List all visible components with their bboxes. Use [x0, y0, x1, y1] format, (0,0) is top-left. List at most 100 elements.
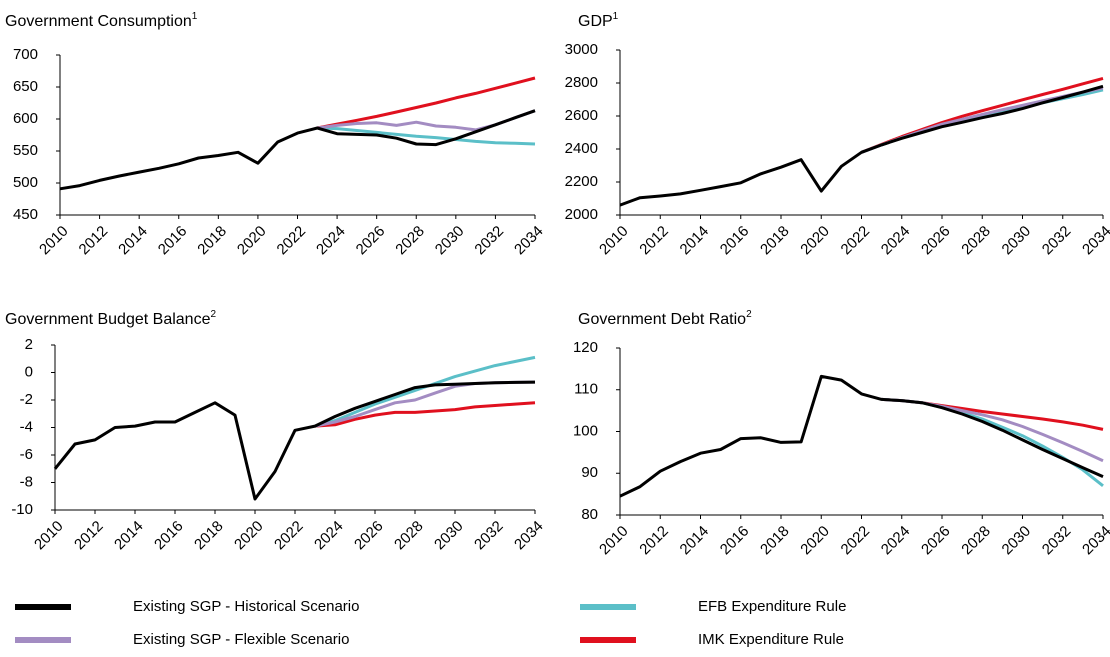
x-tick-label: 2022: [274, 223, 310, 259]
y-tick-label: 110: [574, 381, 598, 398]
x-tick-label: 2016: [155, 223, 191, 259]
x-tick-label: 2032: [471, 518, 507, 554]
series-line: [619, 84, 1104, 207]
series-line: [317, 76, 536, 130]
chart-title: Government Budget Balance2: [5, 309, 216, 329]
series-line: [860, 88, 1104, 154]
title-footnote: 2: [210, 309, 216, 320]
x-tick-label: 2010: [596, 523, 632, 559]
x-tick-label: 2014: [677, 223, 713, 259]
legend-swatch: [15, 604, 71, 610]
x-tick-label: 2034: [1079, 523, 1110, 559]
series-line: [317, 126, 536, 146]
x-tick-label: 2012: [636, 223, 672, 259]
x-tick-label: 2030: [431, 518, 467, 554]
series-line: [314, 355, 536, 428]
x-tick-label: 2026: [918, 523, 954, 559]
x-tick-label: 2012: [76, 223, 112, 259]
x-tick-label: 2034: [511, 223, 547, 259]
title-text: GDP: [578, 13, 613, 30]
legend-label: EFB Expenditure Rule: [698, 598, 846, 615]
y-tick-label: 3000: [565, 41, 598, 58]
x-tick-label: 2016: [717, 223, 753, 259]
x-tick-label: 2020: [797, 223, 833, 259]
x-tick-label: 2018: [191, 518, 227, 554]
x-tick-label: 2018: [757, 223, 793, 259]
y-tick-label: 120: [573, 339, 598, 356]
y-tick-label: -8: [20, 473, 33, 490]
title-footnote: 2: [746, 309, 752, 320]
x-tick-label: 2030: [999, 523, 1035, 559]
x-tick-label: 2014: [677, 523, 713, 559]
x-tick-label: 2018: [757, 523, 793, 559]
x-tick-label: 2010: [31, 518, 67, 554]
legend-swatch: [15, 637, 71, 643]
x-tick-label: 2014: [115, 223, 151, 259]
x-tick-label: 2012: [71, 518, 107, 554]
legend-swatch: [580, 604, 636, 610]
legend-label: Existing SGP - Flexible Scenario: [133, 631, 349, 648]
y-tick-label: 700: [13, 46, 38, 63]
x-tick-label: 2024: [311, 518, 347, 554]
y-tick-label: 2200: [565, 173, 598, 190]
x-tick-label: 2010: [36, 223, 72, 259]
series-line: [619, 374, 1104, 498]
y-tick-label: 500: [13, 174, 38, 191]
x-tick-label: 2034: [1079, 223, 1110, 259]
y-tick-label: 2400: [565, 140, 598, 157]
y-tick-label: 2: [25, 336, 33, 353]
x-tick-label: 2020: [797, 523, 833, 559]
y-tick-label: 550: [13, 142, 38, 159]
y-tick-label: 2000: [565, 206, 598, 223]
chart-title: GDP1: [578, 11, 619, 31]
x-tick-label: 2010: [596, 223, 632, 259]
title-footnote: 1: [613, 11, 619, 22]
y-tick-label: 600: [13, 110, 38, 127]
x-tick-label: 2034: [511, 518, 547, 554]
x-tick-label: 2020: [231, 518, 267, 554]
y-tick-label: -2: [20, 391, 33, 408]
x-tick-label: 2028: [392, 223, 428, 259]
y-tick-label: 80: [581, 506, 598, 523]
y-tick-label: 2600: [565, 107, 598, 124]
y-tick-label: -6: [20, 446, 33, 463]
x-tick-label: 2022: [838, 223, 874, 259]
x-tick-label: 2028: [958, 523, 994, 559]
x-tick-label: 2024: [313, 223, 349, 259]
x-tick-label: 2030: [999, 223, 1035, 259]
y-tick-label: 650: [13, 78, 38, 95]
series-line: [881, 397, 1104, 463]
legend-label: Existing SGP - Historical Scenario: [133, 598, 359, 615]
chart-title: Government Consumption1: [5, 11, 198, 31]
x-tick-label: 2024: [878, 523, 914, 559]
y-tick-label: -10: [11, 501, 33, 518]
legend-label: IMK Expenditure Rule: [698, 631, 844, 648]
title-text: Government Consumption: [5, 13, 192, 30]
chart-title: Government Debt Ratio2: [578, 309, 752, 329]
y-tick-label: 450: [13, 206, 38, 223]
x-tick-label: 2026: [353, 223, 389, 259]
y-tick-label: 90: [581, 464, 598, 481]
y-tick-label: 2800: [565, 74, 598, 91]
x-tick-label: 2022: [271, 518, 307, 554]
x-tick-label: 2028: [391, 518, 427, 554]
x-tick-label: 2028: [958, 223, 994, 259]
x-tick-label: 2032: [471, 223, 507, 259]
x-tick-label: 2012: [636, 523, 672, 559]
x-tick-label: 2016: [151, 518, 187, 554]
x-tick-label: 2026: [351, 518, 387, 554]
y-tick-label: -4: [20, 418, 33, 435]
title-text: Government Debt Ratio: [578, 311, 746, 328]
y-tick-label: 0: [25, 363, 33, 380]
x-tick-label: 2018: [194, 223, 230, 259]
legend-swatch: [580, 637, 636, 643]
x-tick-label: 2032: [1039, 523, 1075, 559]
series-line: [314, 401, 536, 428]
x-tick-label: 2016: [717, 523, 753, 559]
series-line: [53, 380, 536, 501]
title-footnote: 1: [192, 11, 198, 22]
title-text: Government Budget Balance: [5, 311, 211, 328]
x-tick-label: 2026: [918, 223, 954, 259]
